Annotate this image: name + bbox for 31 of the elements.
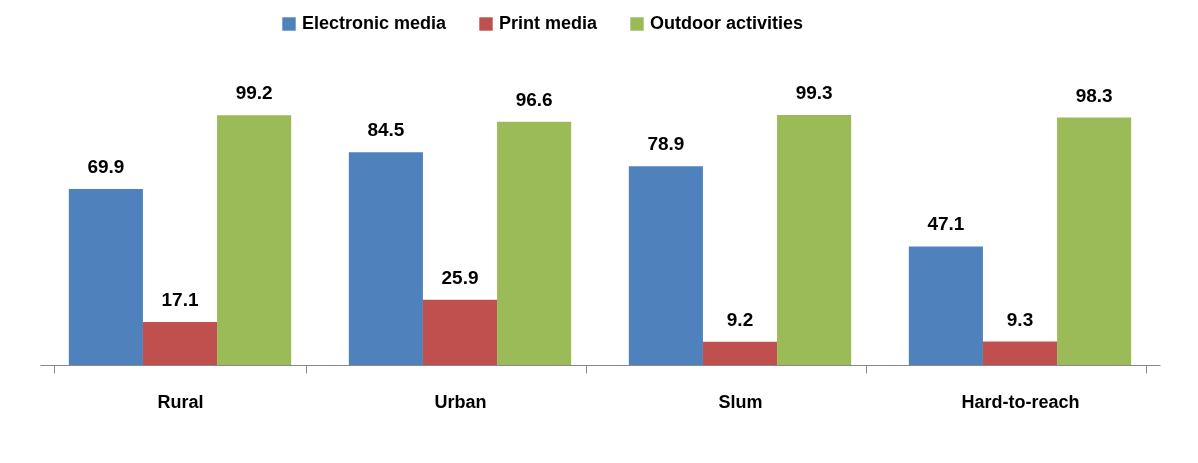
bar	[628, 166, 703, 365]
data-label: 96.6	[515, 88, 553, 110]
bar	[68, 189, 143, 365]
x-tick-label: Urban	[434, 391, 487, 412]
bar	[777, 115, 852, 365]
legend-label: Electronic media	[302, 13, 448, 33]
x-tick-label: Slum	[718, 391, 763, 412]
bar	[348, 152, 423, 365]
bar	[1057, 117, 1132, 365]
data-label: 69.9	[87, 156, 125, 178]
bar	[142, 321, 218, 365]
data-label: 99.2	[235, 82, 273, 104]
data-label: 47.1	[927, 213, 965, 235]
legend-label: Outdoor activities	[650, 13, 804, 33]
x-tick-label: Rural	[157, 391, 204, 412]
data-label: 98.3	[1075, 84, 1113, 106]
x-tick-label: Hard-to-reach	[961, 391, 1080, 412]
bar	[217, 115, 292, 365]
data-label: 9.2	[726, 308, 754, 330]
data-label: 78.9	[647, 133, 685, 155]
bar	[908, 246, 983, 365]
data-label: 9.3	[1006, 308, 1034, 330]
data-label: 25.9	[441, 266, 479, 288]
bar	[982, 341, 1058, 365]
data-label: 84.5	[367, 119, 405, 141]
bar	[422, 299, 498, 365]
data-label: 17.1	[161, 288, 199, 310]
data-label: 99.3	[795, 82, 833, 103]
bar	[702, 341, 778, 365]
legend-label: Print media	[499, 13, 599, 33]
bar	[497, 121, 572, 365]
